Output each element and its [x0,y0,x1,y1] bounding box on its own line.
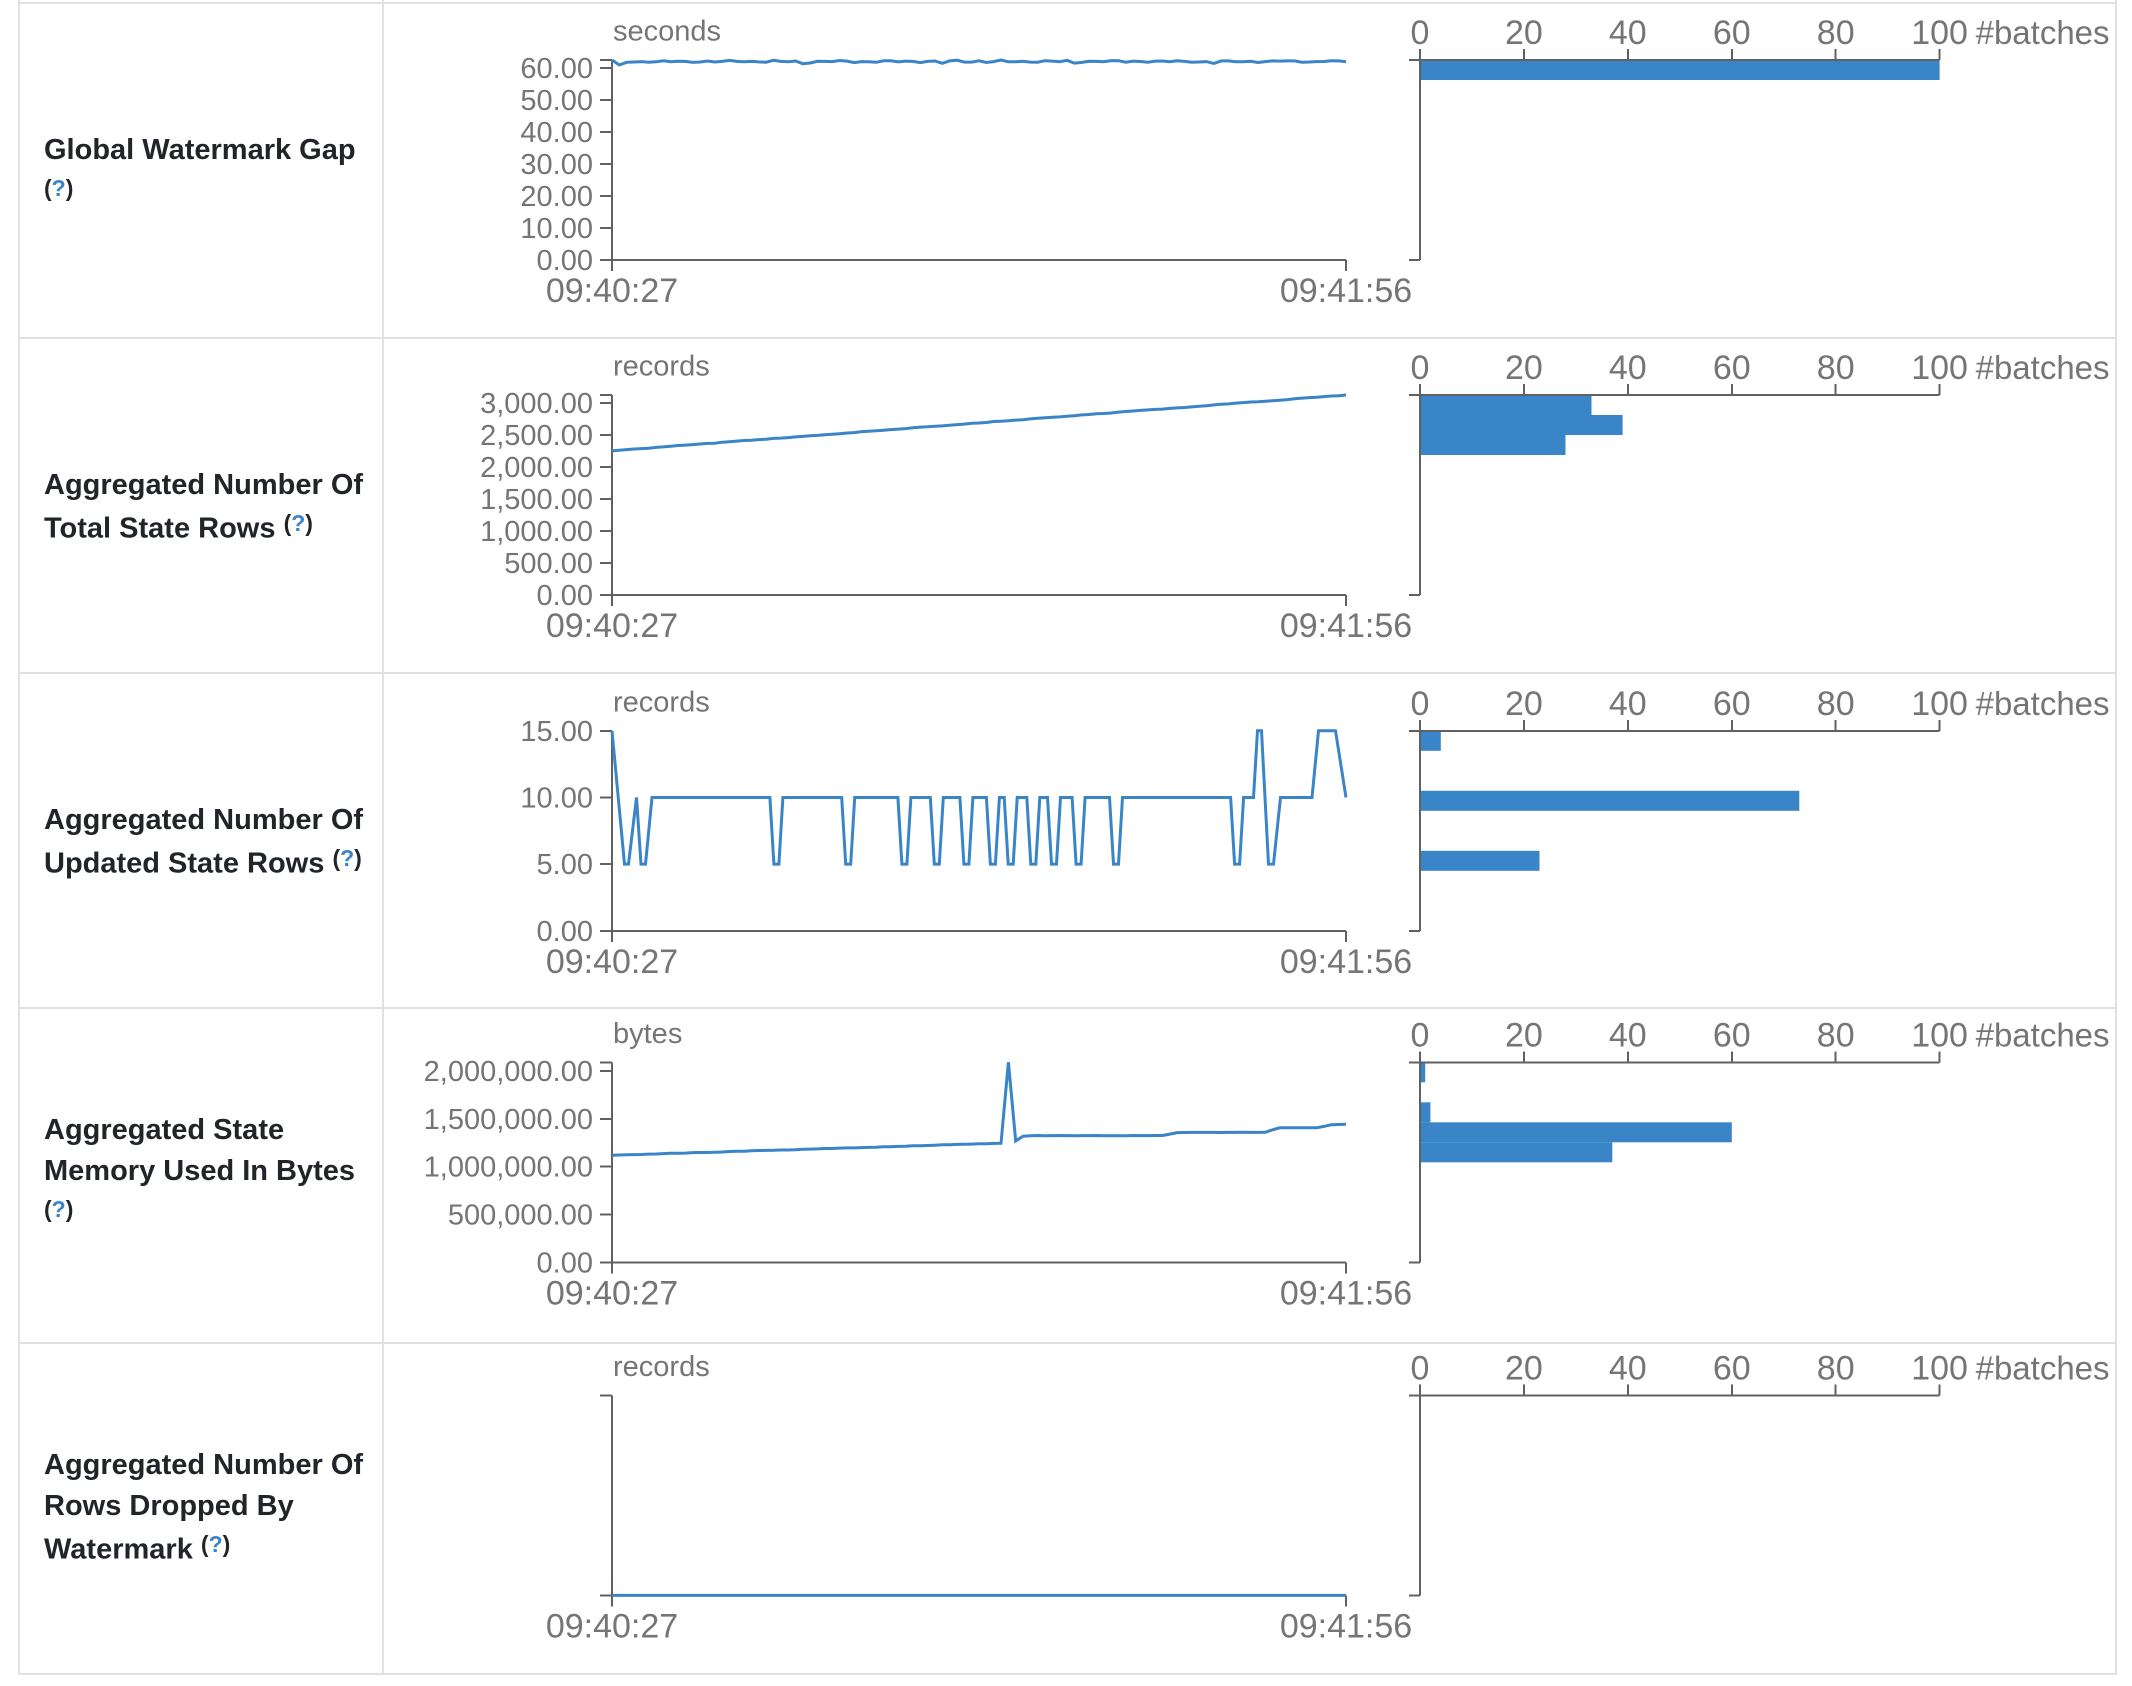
svg-text:#batches: #batches [1976,1016,2110,1053]
svg-text:09:40:27: 09:40:27 [546,272,678,310]
svg-text:1,500.00: 1,500.00 [480,484,593,516]
svg-text:09:40:27: 09:40:27 [546,1274,678,1312]
svg-text:80: 80 [1817,1349,1855,1387]
svg-text:80: 80 [1817,349,1855,387]
svg-text:60: 60 [1713,685,1751,723]
svg-text:1,500,000.00: 1,500,000.00 [424,1104,593,1136]
svg-text:80: 80 [1817,1016,1855,1054]
svg-text:0.00: 0.00 [537,916,593,948]
svg-text:20: 20 [1505,14,1543,52]
svg-text:09:40:27: 09:40:27 [546,607,678,645]
svg-text:10.00: 10.00 [520,213,593,245]
svg-text:records: records [613,687,710,719]
svg-text:#batches: #batches [1976,685,2110,722]
svg-text:50.00: 50.00 [520,85,593,117]
svg-text:0: 0 [1411,685,1430,723]
svg-text:seconds: seconds [613,16,721,48]
svg-text:60: 60 [1713,1016,1751,1054]
svg-text:records: records [613,351,710,383]
svg-text:1,000.00: 1,000.00 [480,516,593,548]
svg-text:0.00: 0.00 [537,1247,593,1279]
svg-text:60: 60 [1713,349,1751,387]
svg-text:60: 60 [1713,14,1751,52]
svg-text:0.00: 0.00 [537,245,593,277]
svg-text:40: 40 [1609,685,1647,723]
svg-text:09:40:27: 09:40:27 [546,943,678,981]
svg-text:bytes: bytes [613,1018,682,1050]
svg-text:2,000,000.00: 2,000,000.00 [424,1056,593,1088]
svg-text:20: 20 [1505,685,1543,723]
svg-text:15.00: 15.00 [520,716,593,748]
svg-text:40: 40 [1609,349,1647,387]
svg-text:40: 40 [1609,14,1647,52]
svg-text:60: 60 [1713,1349,1751,1387]
svg-text:0: 0 [1411,1016,1430,1054]
svg-text:40: 40 [1609,1349,1647,1387]
svg-text:09:41:56: 09:41:56 [1280,607,1412,645]
svg-text:100: 100 [1911,1349,1968,1387]
svg-text:20.00: 20.00 [520,181,593,213]
svg-text:100: 100 [1911,349,1968,387]
svg-text:500,000.00: 500,000.00 [448,1200,593,1232]
svg-text:09:41:56: 09:41:56 [1280,1274,1412,1312]
svg-text:#batches: #batches [1976,14,2110,51]
svg-text:#batches: #batches [1976,349,2110,386]
svg-text:0: 0 [1411,349,1430,387]
svg-text:records: records [613,1351,710,1383]
svg-text:100: 100 [1911,14,1968,52]
svg-text:500.00: 500.00 [504,548,593,580]
svg-text:100: 100 [1911,1016,1968,1054]
svg-text:#batches: #batches [1976,1349,2110,1386]
svg-text:80: 80 [1817,14,1855,52]
svg-text:09:41:56: 09:41:56 [1280,272,1412,310]
svg-text:60.00: 60.00 [520,53,593,85]
svg-text:20: 20 [1505,349,1543,387]
svg-text:2,500.00: 2,500.00 [480,420,593,452]
svg-text:0: 0 [1411,1349,1430,1387]
svg-text:3,000.00: 3,000.00 [480,388,593,420]
svg-text:0: 0 [1411,14,1430,52]
svg-text:20: 20 [1505,1349,1543,1387]
svg-text:30.00: 30.00 [520,149,593,181]
svg-text:10.00: 10.00 [520,783,593,815]
svg-text:09:41:56: 09:41:56 [1280,943,1412,981]
svg-text:09:41:56: 09:41:56 [1280,1607,1412,1645]
svg-text:80: 80 [1817,685,1855,723]
svg-text:0.00: 0.00 [537,580,593,612]
svg-text:100: 100 [1911,685,1968,723]
svg-text:40.00: 40.00 [520,117,593,149]
svg-text:20: 20 [1505,1016,1543,1054]
svg-text:09:40:27: 09:40:27 [546,1607,678,1645]
svg-text:5.00: 5.00 [537,849,593,881]
svg-text:2,000.00: 2,000.00 [480,452,593,484]
svg-text:1,000,000.00: 1,000,000.00 [424,1152,593,1184]
svg-text:40: 40 [1609,1016,1647,1054]
